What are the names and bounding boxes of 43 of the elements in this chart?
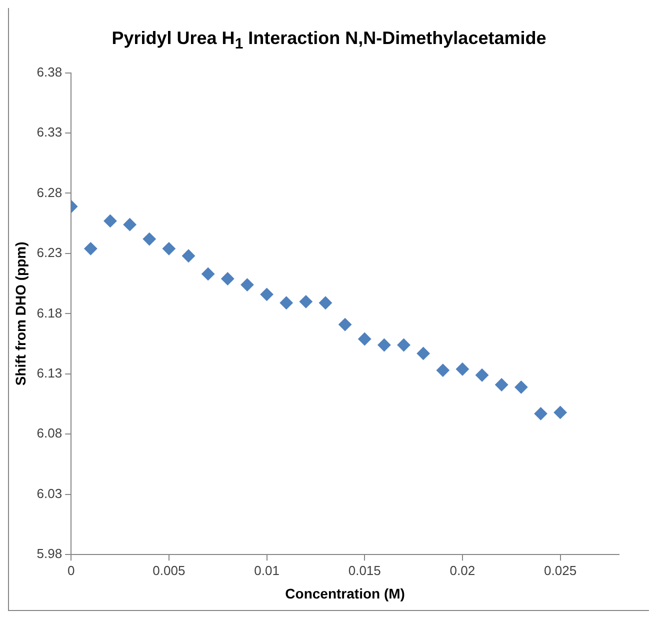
point — [476, 368, 489, 382]
point — [280, 296, 293, 310]
point — [260, 288, 274, 301]
point — [162, 242, 176, 256]
y-tick-label: 5.98 — [36, 546, 62, 562]
point — [436, 364, 450, 377]
x-tick-label: 0.01 — [254, 562, 280, 578]
x-tick-label: 0 — [67, 562, 75, 578]
point — [456, 362, 469, 376]
y-tick-label: 6.03 — [36, 486, 62, 501]
y-tick-label: 6.18 — [36, 305, 62, 320]
x-tick-label: 0.025 — [544, 562, 577, 578]
point — [240, 278, 254, 292]
y-tick-label: 6.23 — [36, 245, 62, 260]
point — [338, 318, 352, 332]
y-tick-label: 6.28 — [36, 184, 62, 200]
point — [318, 296, 332, 310]
x-tick-label: 0.015 — [348, 562, 381, 578]
chart-title: Pyridyl Urea H$_{1}$ Interaction N,N-Dimethylacetamide — [110, 27, 548, 55]
point — [554, 406, 567, 419]
point — [182, 249, 196, 262]
point — [534, 407, 548, 420]
point — [123, 218, 136, 232]
y-tick-label: 6.33 — [36, 124, 62, 140]
point — [514, 380, 528, 394]
y-tick-label: 6.38 — [36, 64, 62, 80]
point — [299, 295, 312, 308]
point — [221, 272, 234, 286]
x-tick-label: 0.005 — [152, 562, 186, 578]
x-tick-label: 0.02 — [450, 562, 476, 578]
point — [104, 214, 117, 228]
point — [358, 332, 372, 346]
point — [416, 346, 430, 360]
x-axis-title: Concentration (M) — [285, 585, 405, 602]
point — [202, 267, 215, 280]
point — [84, 242, 98, 256]
point — [378, 338, 391, 352]
y-tick-label: 6.13 — [36, 366, 62, 381]
y-axis-title: Shift from DHO (ppm) — [12, 242, 28, 386]
point — [142, 232, 156, 246]
point — [397, 338, 410, 352]
point — [495, 378, 508, 392]
y-tick-label: 6.08 — [36, 426, 62, 441]
